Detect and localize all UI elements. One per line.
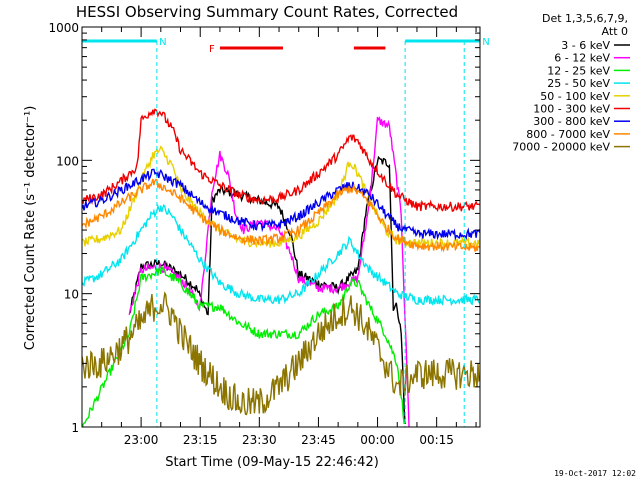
y-tick-label-1: 1 (71, 421, 79, 435)
flag-label-3: F (209, 44, 215, 55)
x-tick-label-23:45: 23:45 (301, 433, 336, 447)
series-line-5 (82, 145, 480, 250)
series-line-2 (128, 116, 410, 427)
x-tick-label-23:30: 23:30 (242, 433, 277, 447)
legend-entry-1: 3 - 6 keV (561, 39, 610, 52)
legend-entry-5: 50 - 100 keV (540, 90, 610, 103)
y-tick-label-100: 100 (56, 154, 79, 168)
plot-area: N NF (82, 37, 490, 427)
timestamp-label: 19-Oct-2017 12:02 (554, 469, 636, 478)
chart-title: HESSI Observing Summary Count Rates, Cor… (76, 3, 458, 21)
flag-label-2: N (482, 37, 489, 48)
series-line-6 (82, 108, 480, 213)
legend-header-1: Det 1,3,5,6,7,9, (542, 12, 628, 25)
legend-entry-9: 7000 - 20000 keV (512, 141, 610, 154)
series-line-7 (82, 168, 480, 241)
series-line-3 (82, 265, 406, 427)
legend-entry-3: 12 - 25 keV (547, 64, 610, 77)
x-tick-label-00:15: 00:15 (419, 433, 454, 447)
series-line-4 (82, 203, 480, 307)
series-line-8 (82, 178, 480, 253)
y-axis-label: Corrected Count Rate (s⁻¹ detector⁻¹) (23, 106, 38, 351)
legend-entry-2: 6 - 12 keV (554, 52, 610, 65)
x-axis-label: Start Time (09-May-15 22:46:42) (165, 455, 379, 470)
plot-frame (81, 26, 481, 428)
x-tick-label-23:00: 23:00 (124, 433, 159, 447)
legend-entry-6: 100 - 300 keV (533, 103, 610, 116)
axes: 1 10 100 1000 23:00 23:15 23:30 23:45 00:00 00:15 (48, 21, 481, 447)
y-tick-label-1000: 1000 (48, 21, 79, 35)
legend-entry-7: 300 - 800 keV (533, 115, 610, 128)
flag-label-1: N (159, 37, 166, 48)
series-line-9 (82, 291, 480, 416)
y-tick-label-10: 10 (64, 288, 79, 302)
plot-clip-group (82, 108, 480, 427)
legend-header-2: Att 0 (602, 25, 628, 38)
legend-entry-8: 800 - 7000 keV (526, 128, 610, 141)
x-tick-label-00:00: 00:00 (360, 433, 395, 447)
legend-entry-4: 25 - 50 keV (547, 77, 610, 90)
x-tick-label-23:15: 23:15 (183, 433, 218, 447)
